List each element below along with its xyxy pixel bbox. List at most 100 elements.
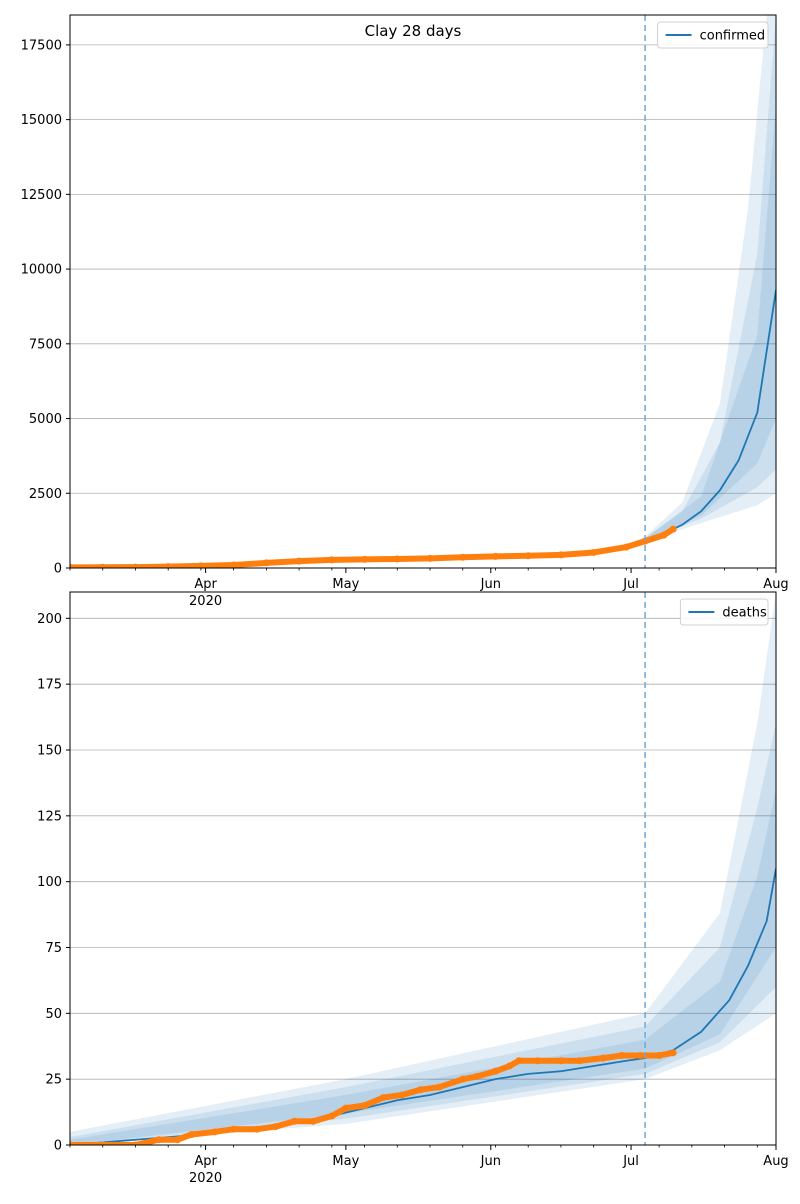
y-tick-label: 100 [37, 875, 62, 890]
x-tick-label: Jul [622, 1154, 639, 1169]
observed-point [669, 1049, 677, 1057]
legend: deaths [679, 598, 769, 626]
observed-point [188, 1130, 196, 1138]
observed-point [70, 1141, 74, 1145]
y-tick-label: 200 [37, 612, 62, 627]
y-tick-label: 150 [37, 744, 62, 759]
observed-point [641, 537, 649, 545]
y-tick-label: 10000 [21, 263, 62, 278]
observed-point [295, 557, 303, 565]
observed-point [393, 555, 401, 563]
x-tick-label: Apr [194, 1154, 217, 1169]
uncertainty-band [70, 723, 776, 1145]
observed-point [379, 1094, 387, 1102]
observed-point [328, 556, 336, 564]
chart-title: Clay 28 days [365, 22, 462, 40]
observed-point [590, 548, 598, 556]
x-tick-label: May [332, 577, 359, 592]
observed-point [211, 1128, 219, 1136]
observed-point [636, 1051, 644, 1059]
observed-point [174, 1136, 182, 1144]
observed-point [435, 1083, 443, 1091]
observed-point [417, 1086, 425, 1094]
x-tick-label: Jun [480, 577, 501, 592]
y-tick-label: 0 [54, 562, 62, 577]
y-tick-label: 0 [54, 1139, 62, 1154]
uncertainty-band [645, 104, 776, 541]
legend-label: confirmed [700, 29, 766, 44]
observed-point [622, 543, 630, 551]
observed-point [599, 1054, 607, 1062]
x-tick-label: Jul [622, 577, 639, 592]
y-tick-label: 5000 [29, 412, 62, 427]
uncertainty-band [645, 15, 776, 541]
observed-point [660, 531, 668, 539]
legend: confirmed [657, 21, 769, 49]
legend-label: deaths [722, 606, 767, 621]
observed-point [99, 1141, 107, 1145]
x-tick-label: Aug [763, 1154, 788, 1169]
observed-point [524, 552, 532, 560]
observed-point [361, 555, 369, 563]
observed-point [505, 1062, 513, 1070]
chart-panel-2: 0 25 50 75 100 125 150 175 200 Apr 2020 May Jun Jul Au… [37, 591, 789, 1186]
observed-point [328, 1112, 336, 1120]
y-tick-label: 50 [45, 1007, 62, 1022]
observed-point [361, 1102, 369, 1109]
observed-point [230, 1125, 238, 1133]
x-tick-label: Jun [480, 1154, 501, 1169]
observed-point [230, 561, 238, 568]
x-tick-sublabel: 2020 [189, 594, 222, 609]
observed-trace [70, 526, 677, 568]
observed-point [669, 525, 677, 533]
y-tick-label: 2500 [29, 487, 62, 502]
observed-point [70, 563, 74, 568]
y-tick-label: 17500 [21, 38, 62, 53]
observed-point [426, 554, 434, 562]
observed-point [398, 1091, 406, 1099]
observed-point [655, 1051, 663, 1059]
y-tick-label: 7500 [29, 337, 62, 352]
x-tick-label: May [332, 1154, 359, 1169]
plot-frame [69, 591, 777, 1146]
x-tick-label: Apr [194, 577, 217, 592]
x-tick-label: Aug [763, 577, 788, 592]
observed-point [155, 1136, 163, 1144]
observed-point [557, 551, 565, 559]
observed-point [262, 559, 270, 567]
observed-point [491, 552, 499, 560]
observed-point [164, 563, 172, 568]
uncertainty-band [645, 15, 776, 542]
observed-point [473, 1073, 481, 1081]
observed-point [342, 1104, 350, 1112]
observed-point [576, 1057, 584, 1065]
x-tick-sublabel: 2020 [189, 1171, 222, 1186]
observed-point [515, 1057, 523, 1065]
y-tick-label: 15000 [21, 113, 62, 128]
observed-point [491, 1067, 499, 1075]
observed-point [557, 1057, 565, 1065]
legend-box [657, 21, 769, 49]
legend-box [679, 598, 769, 626]
plot-area [70, 592, 776, 1145]
observed-point [131, 1141, 139, 1145]
chart-panel-1: 0 2500 5000 7500 10000 12500 15000 17500 Apr 2020… [21, 14, 789, 609]
observed-point [459, 1075, 467, 1083]
y-tick-label: 25 [45, 1073, 62, 1088]
y-tick-label: 175 [37, 678, 62, 693]
observed-point [131, 563, 139, 568]
observed-point [253, 1125, 261, 1133]
observed-point [99, 563, 107, 568]
observed-point [272, 1123, 280, 1131]
observed-point [534, 1057, 542, 1065]
observed-point [618, 1051, 626, 1059]
y-tick-label: 75 [45, 941, 62, 956]
observed-point [290, 1117, 298, 1125]
y-tick-label: 12500 [21, 188, 62, 203]
observed-point [309, 1117, 317, 1125]
y-tick-label: 125 [37, 809, 62, 824]
plot-area [70, 15, 776, 568]
observed-point [197, 562, 205, 568]
